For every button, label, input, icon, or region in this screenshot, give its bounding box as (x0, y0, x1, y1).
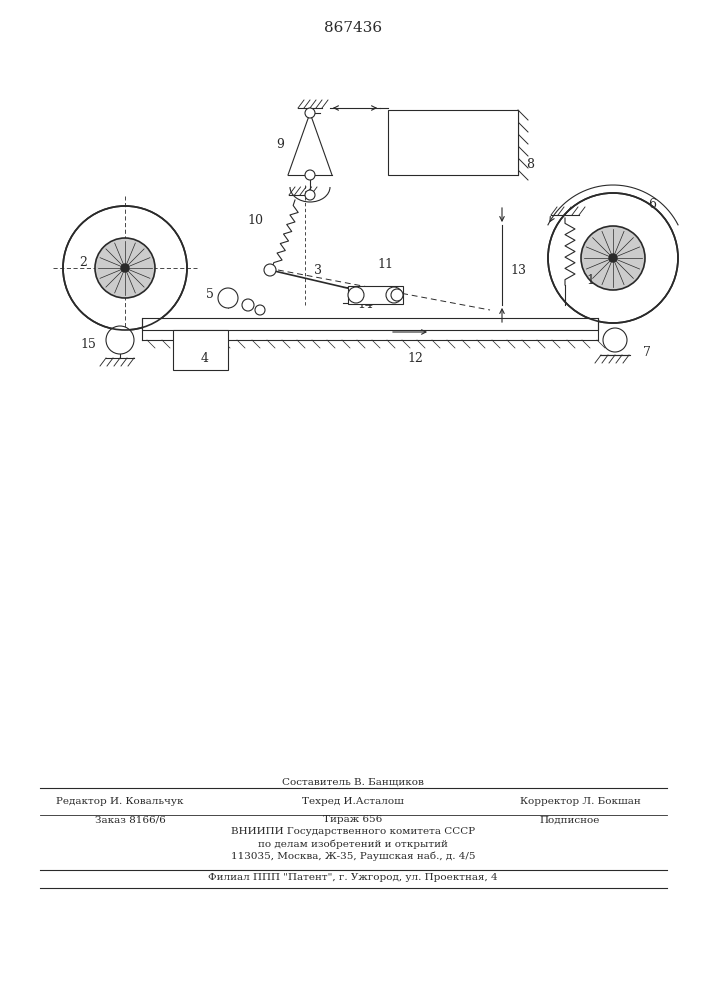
Text: 7: 7 (643, 347, 651, 360)
Text: 10: 10 (247, 214, 263, 227)
Circle shape (305, 108, 315, 118)
Circle shape (121, 264, 129, 272)
Circle shape (348, 287, 364, 303)
Circle shape (386, 287, 402, 303)
Circle shape (603, 328, 627, 352)
Circle shape (95, 238, 155, 298)
Text: Тираж 656: Тираж 656 (323, 816, 382, 824)
Text: по делам изобретений и открытий: по делам изобретений и открытий (258, 839, 448, 849)
Text: 14: 14 (357, 298, 373, 312)
Circle shape (63, 206, 187, 330)
Circle shape (242, 299, 254, 311)
Text: Филиал ППП "Патент", г. Ужгород, ул. Проектная, 4: Филиал ППП "Патент", г. Ужгород, ул. Про… (208, 874, 498, 882)
Text: 5: 5 (206, 288, 214, 302)
Text: 15: 15 (80, 338, 96, 352)
Circle shape (609, 254, 617, 262)
Text: 12: 12 (407, 352, 423, 364)
Circle shape (218, 288, 238, 308)
Text: 867436: 867436 (324, 21, 382, 35)
Circle shape (106, 326, 134, 354)
Text: Заказ 8166/6: Заказ 8166/6 (95, 816, 165, 824)
Circle shape (255, 305, 265, 315)
Bar (142, 318, 598, 330)
Text: 1: 1 (586, 273, 594, 286)
Text: 4: 4 (201, 352, 209, 364)
Text: Подписное: Подписное (540, 816, 600, 824)
Circle shape (264, 264, 276, 276)
Circle shape (305, 190, 315, 200)
Circle shape (391, 289, 403, 301)
Text: Редактор И. Ковальчук: Редактор И. Ковальчук (57, 798, 184, 806)
Text: 113035, Москва, Ж-35, Раушская наб., д. 4/5: 113035, Москва, Ж-35, Раушская наб., д. … (230, 851, 475, 861)
Circle shape (548, 193, 678, 323)
Text: Корректор Л. Бокшан: Корректор Л. Бокшан (520, 798, 641, 806)
Circle shape (581, 226, 645, 290)
Text: 6: 6 (648, 198, 656, 212)
Text: 8: 8 (526, 158, 534, 172)
Text: 13: 13 (510, 263, 526, 276)
Text: ВНИИПИ Государственного комитета СССР: ВНИИПИ Государственного комитета СССР (231, 828, 475, 836)
Text: Составитель В. Банщиков: Составитель В. Банщиков (282, 778, 424, 786)
Bar (173, 330, 228, 370)
Text: Техред И.Асталош: Техред И.Асталош (302, 798, 404, 806)
Text: 3: 3 (314, 263, 322, 276)
Bar (388, 110, 518, 175)
Text: 2: 2 (79, 256, 87, 269)
Text: 9: 9 (276, 138, 284, 151)
Bar (348, 286, 403, 304)
Circle shape (305, 170, 315, 180)
Text: 11: 11 (377, 258, 393, 271)
